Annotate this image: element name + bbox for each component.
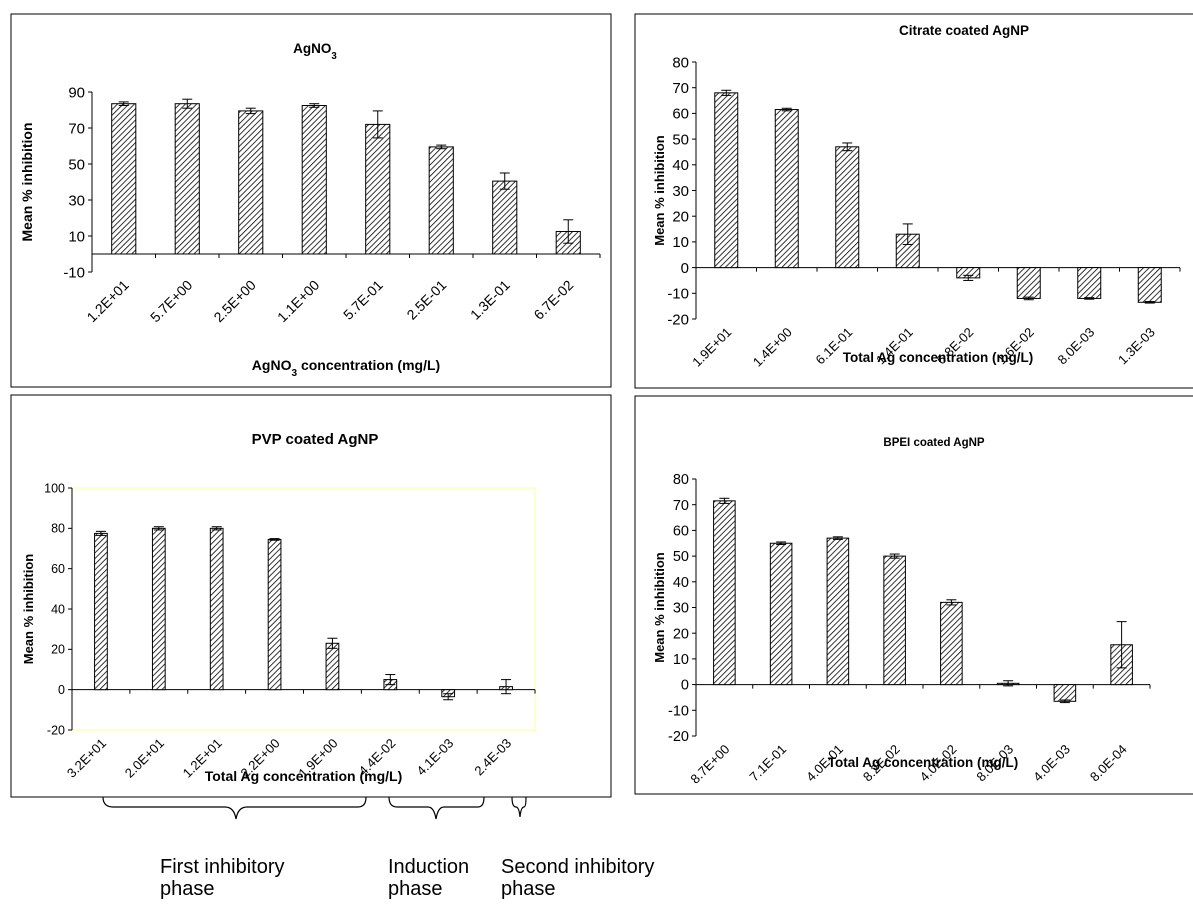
bar-1.9E+00 xyxy=(325,642,340,691)
phase-braces xyxy=(102,796,527,820)
y-tick-label: -20 xyxy=(667,311,689,328)
y-tick-label: 80 xyxy=(672,54,689,71)
y-tick-label: 70 xyxy=(672,80,689,97)
bar-1.2E+01 xyxy=(111,103,137,255)
bar-4.0E-02 xyxy=(940,601,963,686)
bar-7.1E-01 xyxy=(769,542,793,686)
bar-1.9E+01 xyxy=(714,92,739,269)
y-tick-label: 0 xyxy=(681,260,689,277)
y-tick-label: 40 xyxy=(672,157,689,174)
y-tick-label: 70 xyxy=(68,120,85,137)
y-tick-label: 80 xyxy=(51,522,65,536)
y-tick-label: 50 xyxy=(673,549,689,565)
y-tick-label: 10 xyxy=(673,652,689,668)
bar-2.5E+00 xyxy=(238,110,264,255)
y-tick-label: 10 xyxy=(672,234,689,251)
y-tick-label: 20 xyxy=(672,208,689,225)
bar-1.1E+00 xyxy=(301,105,327,255)
bar-3.2E+01 xyxy=(94,532,108,691)
bar-8.7E+00 xyxy=(713,500,736,686)
x-axis-label: AgNO3 concentration (mg/L) xyxy=(252,357,440,379)
chart-title-main: AgNO xyxy=(293,41,331,56)
y-tick-label: 40 xyxy=(673,575,689,591)
y-tick-label: 60 xyxy=(673,523,689,539)
y-tick-label: 30 xyxy=(68,192,85,209)
x-axis-label-subscript: 3 xyxy=(291,368,297,379)
bar-8.2E-02 xyxy=(883,555,906,686)
y-tick-label: -20 xyxy=(668,729,689,745)
label-first-inhibitory-phase: First inhibitory phase xyxy=(160,856,285,900)
y-tick-label: 50 xyxy=(68,156,85,173)
brace-second-phase xyxy=(511,796,527,818)
y-tick-label: 70 xyxy=(673,498,689,514)
chart-title: AgNO3 xyxy=(293,41,337,62)
y-tick-label: -10 xyxy=(667,286,689,303)
y-tick-label: 90 xyxy=(68,84,85,101)
y-tick-label: 50 xyxy=(672,131,689,148)
y-tick-label: 0 xyxy=(58,683,65,697)
x-axis-label-main: AgNO xyxy=(252,357,292,373)
y-axis-label: Mean % inhibition xyxy=(652,552,667,663)
y-tick-label: 10 xyxy=(68,228,85,245)
y-axis-label: Mean % inhibition xyxy=(652,135,667,246)
bar-2.5E-01 xyxy=(428,146,454,255)
bar-1.2E+01 xyxy=(209,527,224,691)
bar-1.3E-03 xyxy=(1137,267,1162,303)
bar-1.3E-01 xyxy=(492,180,518,255)
y-tick-label: 20 xyxy=(673,626,689,642)
y-axis-label: Mean % inhibition xyxy=(19,123,35,242)
y-tick-label: -10 xyxy=(63,264,85,281)
chart-title: Citrate coated AgNP xyxy=(899,23,1029,38)
label-induction-phase: Induction phase xyxy=(388,856,470,900)
y-axis-label: Mean % inhibition xyxy=(21,554,36,665)
label-second-inhibitory-phase: Second inhibitory phase xyxy=(501,856,655,900)
bar-5.7E-01 xyxy=(365,123,391,255)
brace-first-phase xyxy=(102,796,367,820)
bar-4.0E-03 xyxy=(1053,684,1077,702)
x-axis-label: Total Ag concentration (mg/L) xyxy=(205,768,403,784)
y-tick-label: 100 xyxy=(44,481,65,495)
y-tick-label: 40 xyxy=(51,602,65,616)
bar-2.2E+00 xyxy=(267,538,282,691)
x-axis-label-rest: concentration (mg/L) xyxy=(297,357,440,373)
y-tick-label: -10 xyxy=(668,703,689,719)
x-axis-label: Total Ag concentration (mg/L) xyxy=(843,350,1034,365)
bar-1.6E-02 xyxy=(1016,267,1041,299)
y-tick-label: 20 xyxy=(51,643,65,657)
chart-title: BPEI coated AgNP xyxy=(883,437,985,449)
bar-6.1E-01 xyxy=(835,146,860,269)
bar-4.0E-01 xyxy=(826,537,850,686)
x-axis-label: Total Ag concentration (mg/L) xyxy=(828,755,1019,770)
bar-8.0E-03 xyxy=(1077,267,1102,299)
y-tick-label: 80 xyxy=(673,472,689,488)
y-tick-label: 30 xyxy=(673,601,689,617)
chart-title: PVP coated AgNP xyxy=(252,431,379,448)
bar-2.0E+01 xyxy=(151,527,166,691)
bar-5.7E+00 xyxy=(174,103,200,255)
y-tick-label: 30 xyxy=(672,183,689,200)
y-tick-label: 60 xyxy=(672,106,689,123)
chart-bpei-agnp: BPEI coated AgNP-20-10010203040506070808… xyxy=(634,395,1193,795)
y-tick-label: 60 xyxy=(51,562,65,576)
y-tick-label: -20 xyxy=(47,723,65,737)
bar-1.4E+00 xyxy=(774,109,799,269)
chart-citrate-agnp: Citrate coated AgNP -20 -10 0 10 20 30 40 50 60 70… xyxy=(634,13,1193,389)
y-tick-label: 0 xyxy=(681,678,689,694)
chart-title-subscript: 3 xyxy=(331,51,337,62)
brace-induction-phase xyxy=(388,796,485,820)
